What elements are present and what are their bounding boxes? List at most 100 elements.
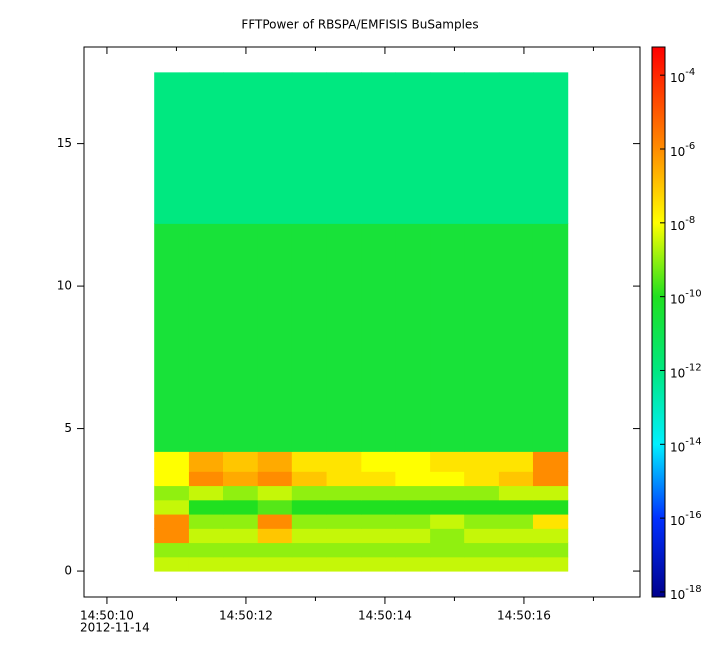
spectrogram-cell [291,499,328,515]
spectrogram-cell [154,542,190,558]
colorbar-tick-exponent: -8 [685,215,695,226]
spectrogram-cell [223,528,259,544]
colorbar-tick-label: 10-14 [670,436,702,454]
spectrogram-cell [532,514,569,529]
spectrogram-cell [361,514,396,529]
spectrogram-cell [154,471,190,487]
colorbar-tick-label: 10-8 [670,215,695,233]
plot-frame [83,46,641,598]
spectrogram-cell [532,528,569,544]
spectrogram-cell [188,485,224,501]
colorbar-tick-base: 10 [670,218,685,232]
spectrogram-cell [257,499,293,515]
spectrogram-cell [154,72,190,224]
spectrogram-cell [291,528,328,544]
spectrogram-cell [361,499,396,515]
spectrogram-cell [188,72,224,224]
spectrogram-cell [257,542,293,558]
colorbar-tick-base: 10 [670,440,685,454]
x-tick-label: 14:50:16 [497,609,551,623]
colorbar-tick-base: 10 [670,292,685,306]
spectrogram-cell [188,471,224,487]
y-tick-label: 15 [57,136,72,150]
spectrogram-cell [326,451,362,472]
spectrogram-cell [464,485,500,501]
spectrogram-cell [395,72,431,224]
spectrogram-cell [223,514,259,529]
colorbar-tick-exponent: -10 [685,289,701,300]
spectrogram-cell [257,223,293,452]
spectrogram-cell [223,556,259,572]
spectrogram-cell [498,542,534,558]
spectrogram-cell [430,542,465,558]
chart-title: FFTPower of RBSPA/EMFISIS BuSamples [241,18,478,32]
y-tick-label: 5 [64,421,72,435]
spectrogram-cell [395,223,431,452]
spectrogram-cell [464,499,500,515]
spectrogram-cell [498,499,534,515]
spectrogram-cell [223,451,259,472]
spectrogram-cell [464,72,500,224]
spectrogram-cell [532,556,569,572]
spectrogram-cell [291,471,328,487]
spectrogram-cell [464,223,500,452]
spectrogram-cell [464,514,500,529]
spectrogram-cell [154,485,190,501]
spectrogram-cell [532,72,569,224]
spectrogram-cell [395,556,431,572]
colorbar-tick-base: 10 [670,514,685,528]
spectrogram-cell [291,485,328,501]
x-date-label: 2012-11-14 [80,621,150,635]
spectrogram-cell [223,499,259,515]
spectrogram-cell [188,528,224,544]
spectrogram-cell [532,471,569,487]
spectrogram-cell [498,528,534,544]
spectrogram-cell [430,485,465,501]
spectrogram-cell [361,556,396,572]
x-tick-label: 14:50:12 [219,609,273,623]
spectrogram-cell [361,528,396,544]
colorbar-tick-base: 10 [670,587,685,601]
spectrogram-cell [498,471,534,487]
spectrogram-cell [154,451,190,472]
colorbar-tick-label: 10-10 [670,289,702,307]
spectrogram-cell [188,556,224,572]
spectrogram-cell [361,542,396,558]
spectrogram-cell [223,485,259,501]
spectrogram-cell [464,556,500,572]
y-tick-label: 10 [57,279,72,293]
spectrogram-cell [154,223,190,452]
spectrogram-cell [430,72,465,224]
spectrogram-cell [154,499,190,515]
spectrogram-cell [326,514,362,529]
spectrogram-cell [464,542,500,558]
spectrogram-cell [188,223,224,452]
spectrogram-cell [498,72,534,224]
spectrogram-cell [395,451,431,472]
spectrogram-cell [223,223,259,452]
colorbar-tick-exponent: -18 [685,584,701,595]
spectrogram-cell [430,556,465,572]
spectrogram-cell [326,471,362,487]
colorbar-tick-exponent: -12 [685,362,701,373]
spectrogram-cell [188,499,224,515]
spectrogram-cell [532,499,569,515]
spectrogram-cell [498,451,534,472]
spectrogram-cell [291,223,328,452]
colorbar-tick-label: 10-6 [670,141,695,159]
spectrogram-cell [361,471,396,487]
colorbar-tick-label: 10-12 [670,362,702,380]
spectrogram-cell [498,514,534,529]
spectrogram-cell [532,451,569,472]
spectrogram-cell [291,542,328,558]
spectrogram-cell [532,542,569,558]
spectrogram-cell [532,485,569,501]
colorbar-tick-base: 10 [670,71,685,85]
spectrogram-cell [395,485,431,501]
spectrogram-cell [395,528,431,544]
spectrogram-cell [257,72,293,224]
colorbar-tick-exponent: -16 [685,510,701,521]
spectrogram-cell [395,499,431,515]
spectrogram-cell [498,485,534,501]
